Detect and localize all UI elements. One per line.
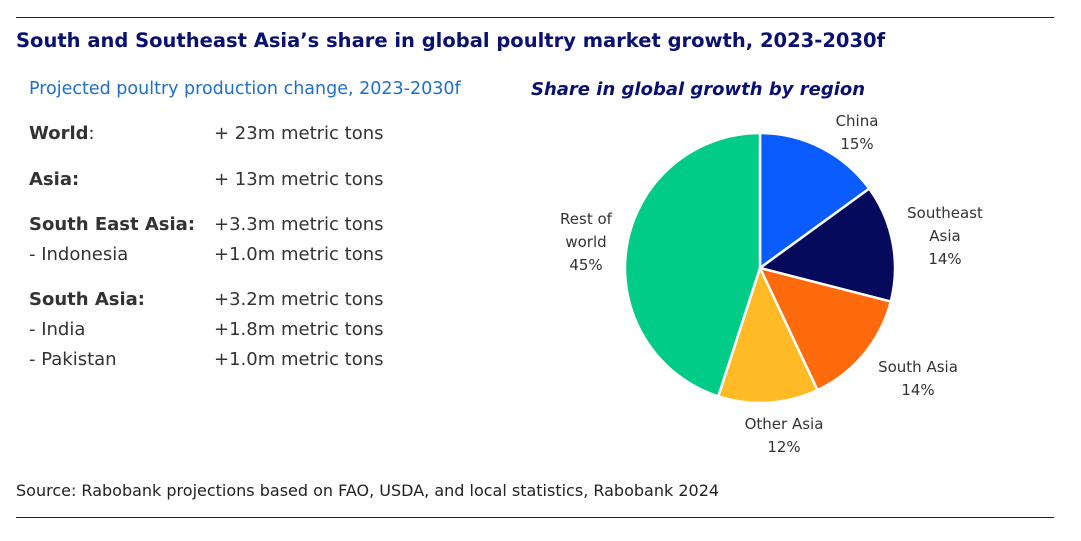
page-title: South and Southeast Asia’s share in glob… <box>16 29 886 52</box>
row-value: +3.3m metric tons <box>214 214 384 235</box>
source-note: Source: Rabobank projections based on FA… <box>16 481 720 500</box>
row-label: - Indonesia <box>29 244 129 265</box>
pie-slice-china <box>758 131 871 270</box>
row-value: + 13m metric tons <box>214 169 384 190</box>
pie-slice-other-asia <box>717 266 819 405</box>
pie-label-south-asia: South Asia 14% <box>878 358 958 399</box>
row-value: +1.8m metric tons <box>214 319 384 340</box>
pie-slice-southeast-asia <box>758 187 897 303</box>
row-value: +1.0m metric tons <box>214 349 384 370</box>
bottom-rule <box>16 517 1054 518</box>
row-label: South Asia: <box>29 289 145 310</box>
row-label: - India <box>29 319 86 340</box>
row-label: - Pakistan <box>29 349 117 370</box>
row-value: +3.2m metric tons <box>214 289 384 310</box>
row-label: Asia: <box>29 169 80 190</box>
chart-title: Share in global growth by region <box>531 79 866 100</box>
pie-slices <box>623 131 897 405</box>
pie-label-china: China 15% <box>836 112 879 153</box>
pie-slice-rest-of-world <box>623 131 762 398</box>
production-title: Projected poultry production change, 202… <box>29 79 461 99</box>
pie-label-southeast-asia: Southeast Asia 14% <box>907 204 983 268</box>
row-label: South East Asia: <box>29 214 196 235</box>
row-value: + 23m metric tons <box>214 123 384 144</box>
top-rule <box>16 17 1054 18</box>
pie-labels: China 15% Southeast Asia 14% South Asia 14% Oth… <box>560 112 983 456</box>
pie-label-rest-of-world: Rest of world 45% <box>560 210 613 274</box>
pie-slice-south-asia <box>758 266 893 392</box>
pie-label-other-asia: Other Asia 12% <box>745 415 824 456</box>
row-label: World: <box>29 123 95 144</box>
row-value: +1.0m metric tons <box>214 244 384 265</box>
